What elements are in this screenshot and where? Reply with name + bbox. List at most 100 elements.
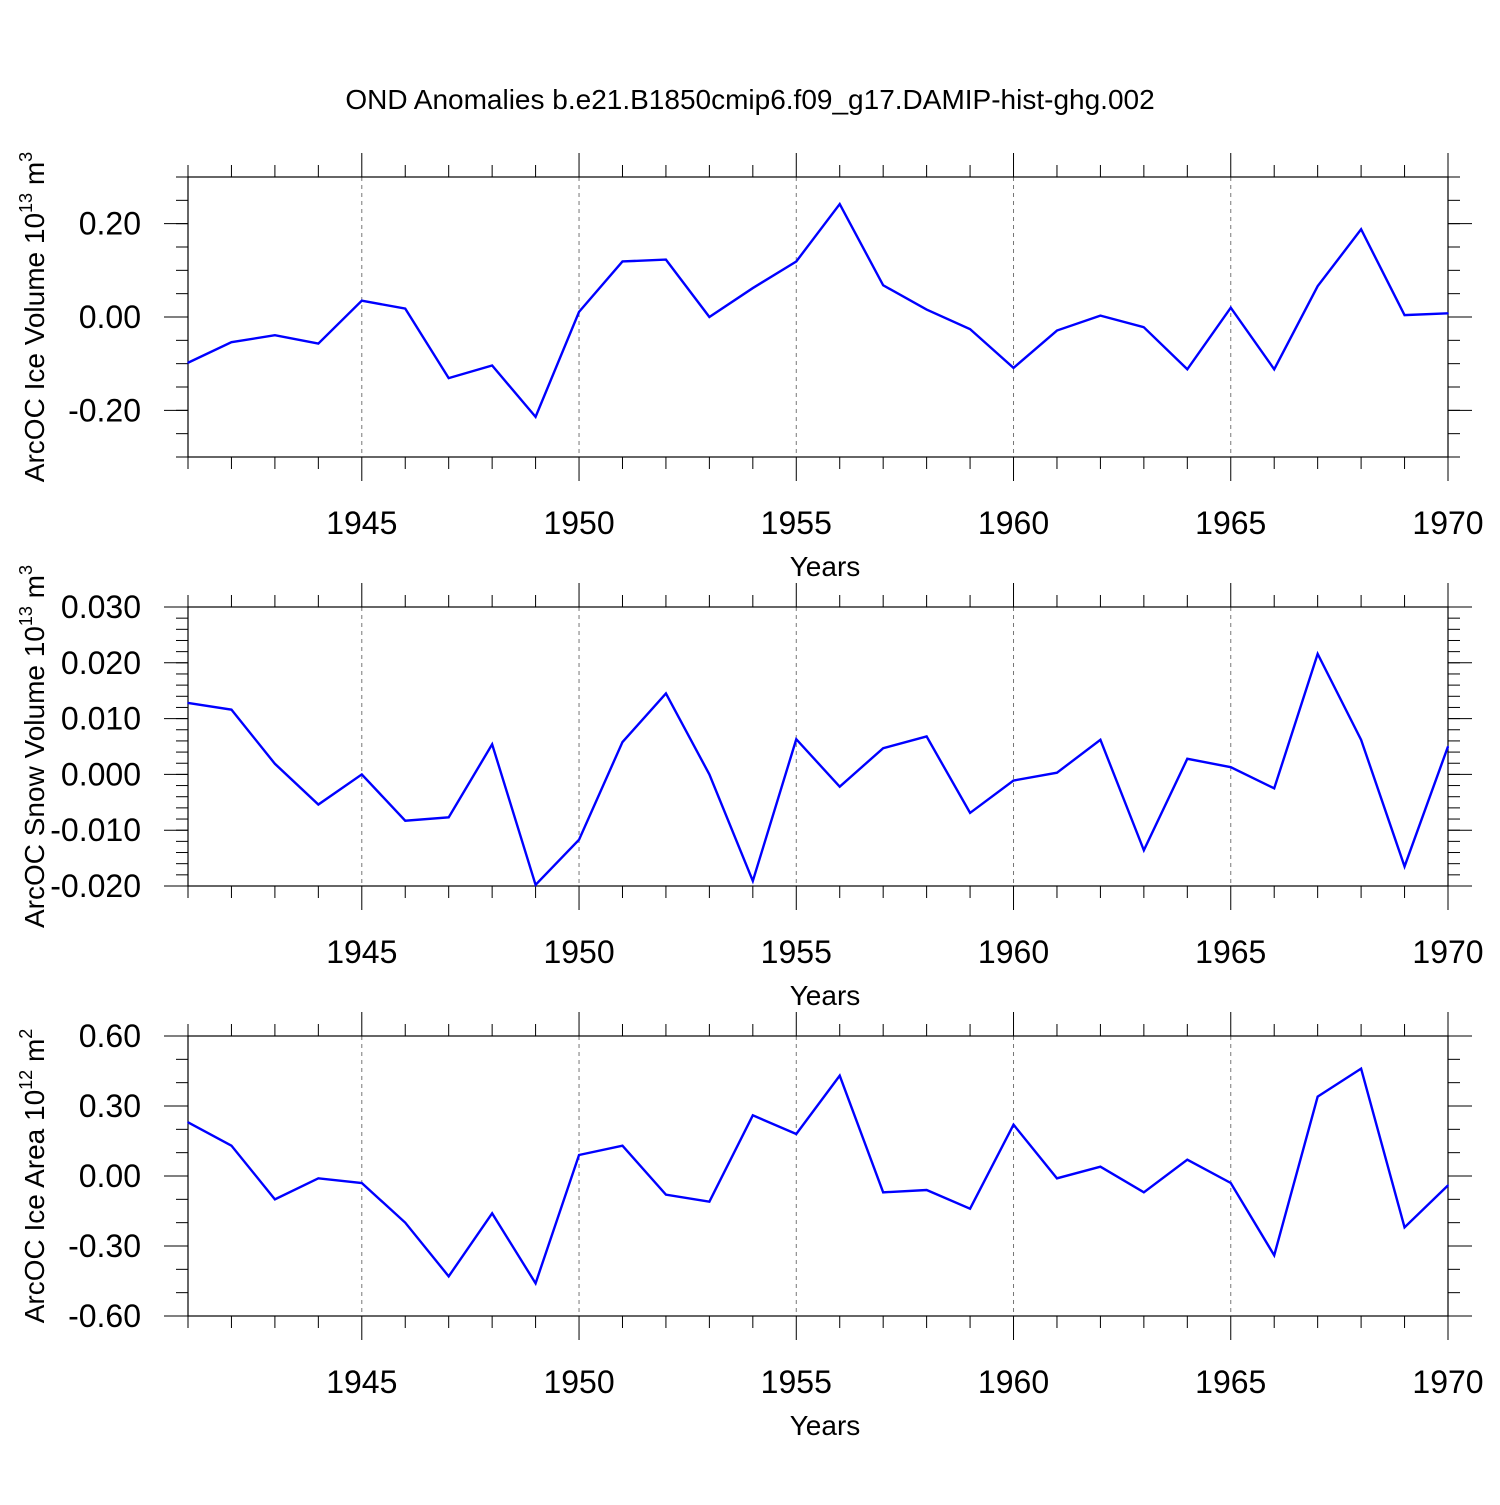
data-point [621, 741, 624, 743]
chart-panel-2: 1945 1950 1955 1960 1965 1970 -0.020 -0.010 0.00… [16, 565, 1484, 1011]
x-tick-label: 1960 [978, 505, 1049, 541]
data-point [491, 743, 493, 746]
data-point [1360, 739, 1362, 741]
data-point [1099, 314, 1102, 317]
y-tick-label: 0.60 [79, 1018, 141, 1054]
x-tick-label: 1945 [326, 1364, 397, 1400]
data-point [230, 341, 233, 344]
data-point [838, 203, 841, 205]
y-axis-label-exponent: 13 [16, 606, 36, 626]
series-line [187, 650, 1450, 888]
data-point [1229, 766, 1232, 768]
y-tick-label: 0.00 [79, 299, 141, 335]
data-point [795, 260, 798, 263]
x-tick-label: 1950 [543, 1364, 614, 1400]
data-point [491, 364, 493, 367]
data-point [1447, 745, 1449, 748]
data-point [665, 692, 667, 695]
data-point [404, 307, 407, 310]
data-point [1143, 326, 1145, 329]
x-tick-label: 1970 [1412, 1364, 1483, 1400]
y-axis-label-unit: m [19, 162, 50, 193]
y-axis-label-unit-exponent: 3 [16, 565, 36, 575]
data-point [447, 377, 450, 379]
y-tick-label: 0.20 [79, 206, 141, 242]
y-axis-label-unit-exponent: 3 [16, 152, 36, 162]
data-point [1012, 1123, 1015, 1126]
y-tick-label: 0.000 [61, 756, 141, 792]
y-tick-label: -0.020 [50, 868, 141, 904]
data-point [838, 785, 841, 788]
data-point [1447, 312, 1449, 315]
data-point [360, 773, 363, 776]
data-point [795, 738, 798, 741]
plot-frame [187, 606, 1449, 887]
x-tick-label: 1965 [1195, 505, 1266, 541]
data-point [1186, 1158, 1189, 1161]
data-point [1316, 653, 1319, 655]
x-tick-label: 1950 [543, 934, 614, 970]
data-point [1012, 779, 1015, 782]
data-point [1056, 1177, 1058, 1180]
y-axis-label-exponent: 13 [16, 193, 36, 213]
data-point [1229, 306, 1232, 309]
x-axis-label: Years [790, 980, 861, 1011]
y-axis-label-text: ArcOC Ice Area 10 [19, 1090, 50, 1323]
y-tick-label: -0.60 [68, 1298, 141, 1334]
y-tick-label: 0.00 [79, 1158, 141, 1194]
y-tick-label: 0.030 [61, 589, 141, 625]
x-tick-label: 1970 [1412, 505, 1483, 541]
data-point [925, 1189, 928, 1191]
data-point [1360, 228, 1362, 231]
y-axis-label-unit: m [19, 575, 50, 606]
x-tick-label: 1950 [543, 505, 614, 541]
data-point [1273, 368, 1276, 371]
data-point [1316, 285, 1319, 288]
x-axis-label: Years [790, 1410, 861, 1441]
data-point [1403, 1226, 1406, 1229]
x-tick-label: 1955 [761, 505, 832, 541]
y-tick-label: -0.20 [68, 392, 141, 428]
data-point [534, 884, 537, 886]
x-tick-label: 1965 [1195, 934, 1266, 970]
data-point [1056, 329, 1058, 332]
plot-frame [187, 176, 1449, 458]
data-point [752, 1114, 754, 1117]
data-point [187, 1121, 189, 1124]
data-point [230, 1144, 233, 1147]
data-point [752, 880, 754, 882]
data-point [1186, 757, 1189, 760]
x-axis-label: Years [790, 551, 861, 582]
x-tick-label: 1960 [978, 934, 1049, 970]
data-point [534, 1282, 537, 1285]
data-point [404, 1221, 407, 1224]
figure-title: OND Anomalies b.e21.B1850cmip6.f09_g17.D… [345, 84, 1155, 115]
data-point [1229, 1182, 1232, 1184]
y-axis-label-unit: m [19, 1039, 50, 1070]
x-tick-label: 1945 [326, 934, 397, 970]
y-tick-label: -0.30 [68, 1228, 141, 1264]
y-tick-label: 0.020 [61, 645, 141, 681]
data-point [882, 284, 884, 287]
data-point [447, 816, 450, 819]
data-point [187, 702, 189, 704]
data-point [1012, 367, 1015, 369]
x-tick-label: 1965 [1195, 1364, 1266, 1400]
data-point [969, 812, 971, 814]
y-tick-label: -0.010 [50, 812, 141, 848]
data-point [1099, 1165, 1102, 1168]
data-point [1273, 1254, 1276, 1257]
data-point [795, 1133, 798, 1135]
x-tick-label: 1945 [326, 505, 397, 541]
chart-panel-1: 1945 1950 1955 1960 1965 1970 -0.20 0.00 0.20 Yea… [16, 152, 1484, 582]
y-tick-label: 0.30 [79, 1088, 141, 1124]
data-point [1403, 314, 1406, 316]
data-point [1360, 1067, 1362, 1070]
data-point [969, 1207, 971, 1210]
y-axis-label-unit-exponent: 2 [16, 1029, 36, 1039]
data-point [491, 1212, 493, 1215]
plot-frame [187, 1035, 1449, 1317]
data-point [1056, 771, 1058, 774]
data-point [274, 762, 276, 765]
data-point [621, 260, 624, 263]
